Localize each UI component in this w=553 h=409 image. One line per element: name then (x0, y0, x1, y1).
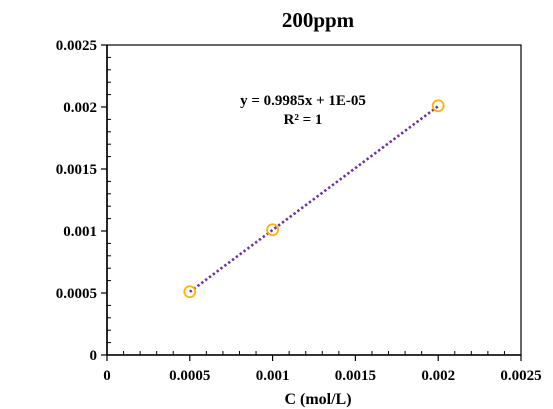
plot-frame (106, 44, 522, 356)
x-tick-label: 0.002 (421, 368, 455, 384)
data-point (266, 223, 280, 237)
chart-title: 200ppm (282, 8, 355, 32)
x-tick-label: 0 (103, 368, 111, 384)
r-squared-label: R² = 1 (284, 112, 323, 128)
data-point (183, 285, 197, 299)
y-tick-label: 0.0025 (56, 38, 97, 54)
y-tick-label: 0.001 (63, 224, 97, 240)
x-tick-label: 0.0015 (335, 368, 376, 384)
tick-labels: 0 0.0005 0.001 0.0015 0.002 0.0025 0 0.0005 0.00… (56, 38, 542, 384)
y-tick-label: 0.002 (63, 100, 97, 116)
trendline (189, 105, 439, 293)
x-axis-label: C (mol/L) (284, 391, 351, 408)
y-tick-label: 0 (90, 348, 98, 364)
x-tick-label: 0.0025 (500, 368, 541, 384)
trendline-group (189, 105, 439, 293)
data-points (183, 99, 445, 299)
tick-marks (101, 44, 522, 361)
y-tick-label: 0.0015 (56, 162, 97, 178)
y-tick-label: 0.0005 (56, 286, 97, 302)
x-tick-label: 0.0005 (169, 368, 210, 384)
x-tick-label: 0.001 (256, 368, 290, 384)
data-point (431, 99, 445, 113)
trendline-equation: y = 0.9985x + 1E-05 (240, 93, 366, 109)
